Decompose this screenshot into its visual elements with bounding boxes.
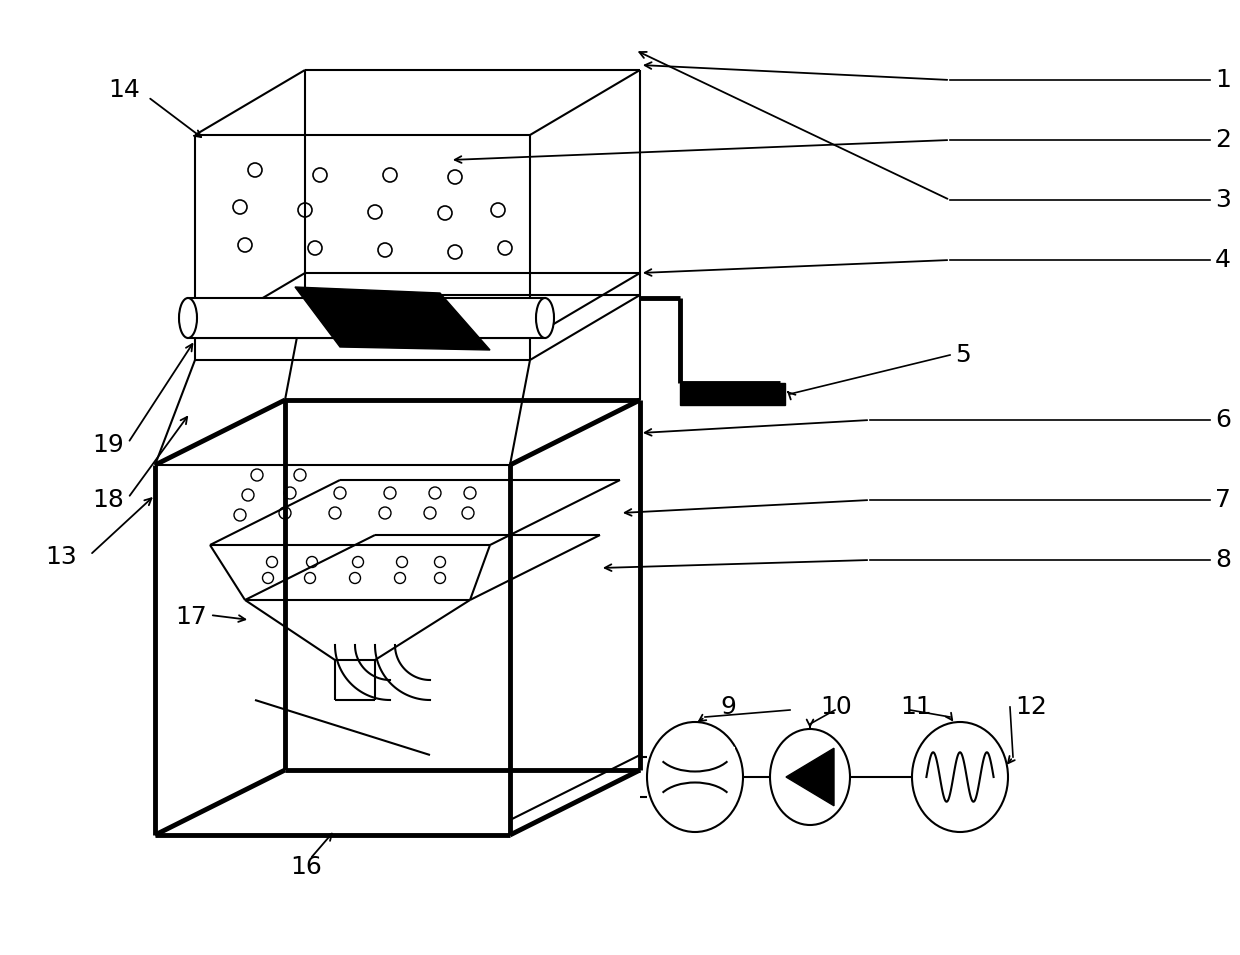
Text: 18: 18 [92, 488, 124, 512]
Ellipse shape [770, 729, 849, 825]
Polygon shape [786, 748, 835, 806]
Text: 4: 4 [1215, 248, 1231, 272]
Ellipse shape [647, 722, 743, 832]
Polygon shape [295, 287, 490, 350]
Text: 7: 7 [1215, 488, 1231, 512]
Text: 2: 2 [1215, 128, 1231, 152]
Text: 9: 9 [720, 695, 735, 719]
Ellipse shape [536, 298, 554, 338]
Text: 5: 5 [955, 343, 971, 367]
Text: 13: 13 [45, 545, 77, 569]
Bar [188, 298, 546, 338]
Bar [680, 383, 785, 405]
Text: 12: 12 [1016, 695, 1047, 719]
Text: 6: 6 [1215, 408, 1231, 432]
Ellipse shape [179, 298, 197, 338]
Text: 1: 1 [1215, 68, 1231, 92]
Text: 8: 8 [1215, 548, 1231, 572]
Text: 19: 19 [92, 433, 124, 457]
Text: 3: 3 [1215, 188, 1231, 212]
Ellipse shape [911, 722, 1008, 832]
Text: 10: 10 [820, 695, 852, 719]
Text: 11: 11 [900, 695, 931, 719]
Text: 17: 17 [175, 605, 207, 629]
Text: 14: 14 [108, 78, 140, 102]
Text: 16: 16 [290, 855, 322, 879]
